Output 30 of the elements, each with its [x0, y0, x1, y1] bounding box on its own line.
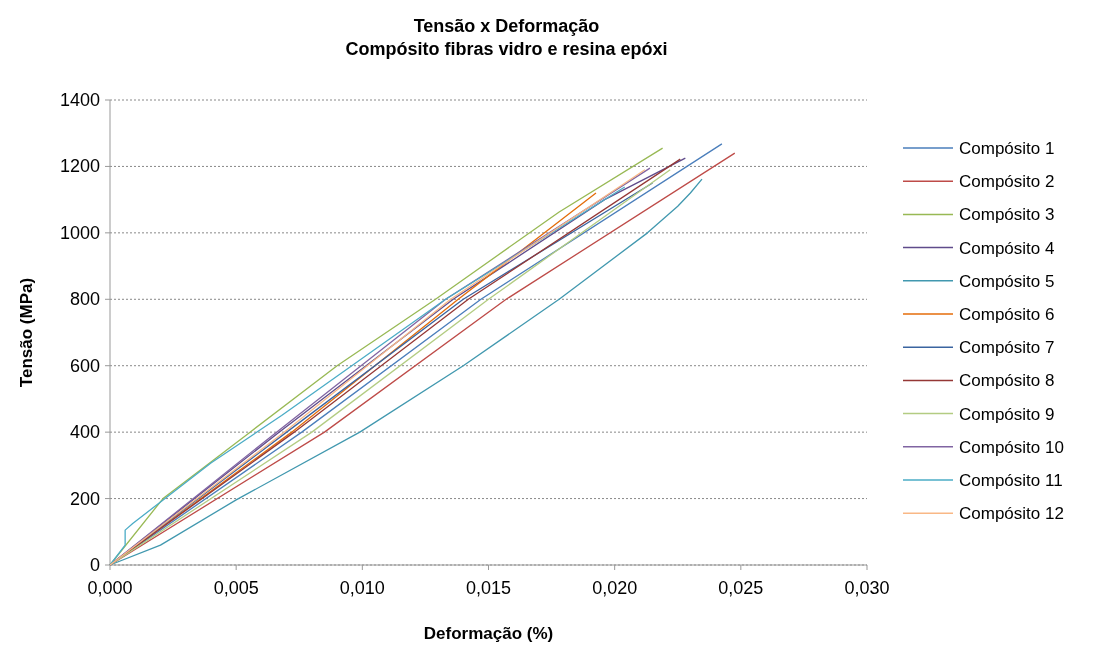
y-tick-label: 0	[89, 555, 100, 575]
legend-label: Compósito 10	[959, 437, 1064, 457]
y-tick-label: 1000	[59, 222, 100, 243]
y-tick-label: 1400	[59, 90, 100, 110]
legend-label: Compósito 5	[959, 271, 1055, 291]
x-tick-label: 0,000	[87, 578, 133, 598]
legend-label: Compósito 12	[959, 504, 1064, 524]
legend-label: Compósito 2	[959, 172, 1055, 192]
x-axis-title: Deformação (%)	[423, 624, 554, 643]
x-tick-label: 0,020	[592, 578, 638, 598]
x-tick-label: 0,005	[213, 578, 259, 598]
x-tick-label: 0,025	[718, 578, 764, 598]
y-tick-label: 800	[69, 289, 100, 310]
legend-label: Compósito 8	[959, 371, 1055, 391]
y-axis-title: Tensão (MPa)	[17, 277, 36, 388]
x-tick-label: 0,010	[339, 578, 385, 598]
legend-label: Compósito 1	[959, 139, 1055, 158]
legend-label: Compósito 7	[959, 338, 1055, 358]
legend-label: Compósito 9	[959, 404, 1055, 424]
legend-label: Compósito 3	[959, 205, 1055, 225]
x-tick-label: 0,030	[844, 578, 890, 598]
x-tick-label: 0,015	[465, 578, 512, 598]
y-tick-label: 600	[69, 355, 100, 376]
chart-title: Tensão x Deformação Compósito fibras vidro e resina epóxi	[345, 16, 668, 59]
legend-label: Compósito 6	[959, 305, 1055, 324]
y-tick-label: 1200	[59, 156, 100, 177]
y-tick-label: 400	[69, 422, 100, 443]
y-tick-label: 200	[69, 488, 100, 509]
legend-label: Compósito 11	[959, 471, 1063, 490]
legend-label: Compósito 4	[959, 238, 1055, 258]
